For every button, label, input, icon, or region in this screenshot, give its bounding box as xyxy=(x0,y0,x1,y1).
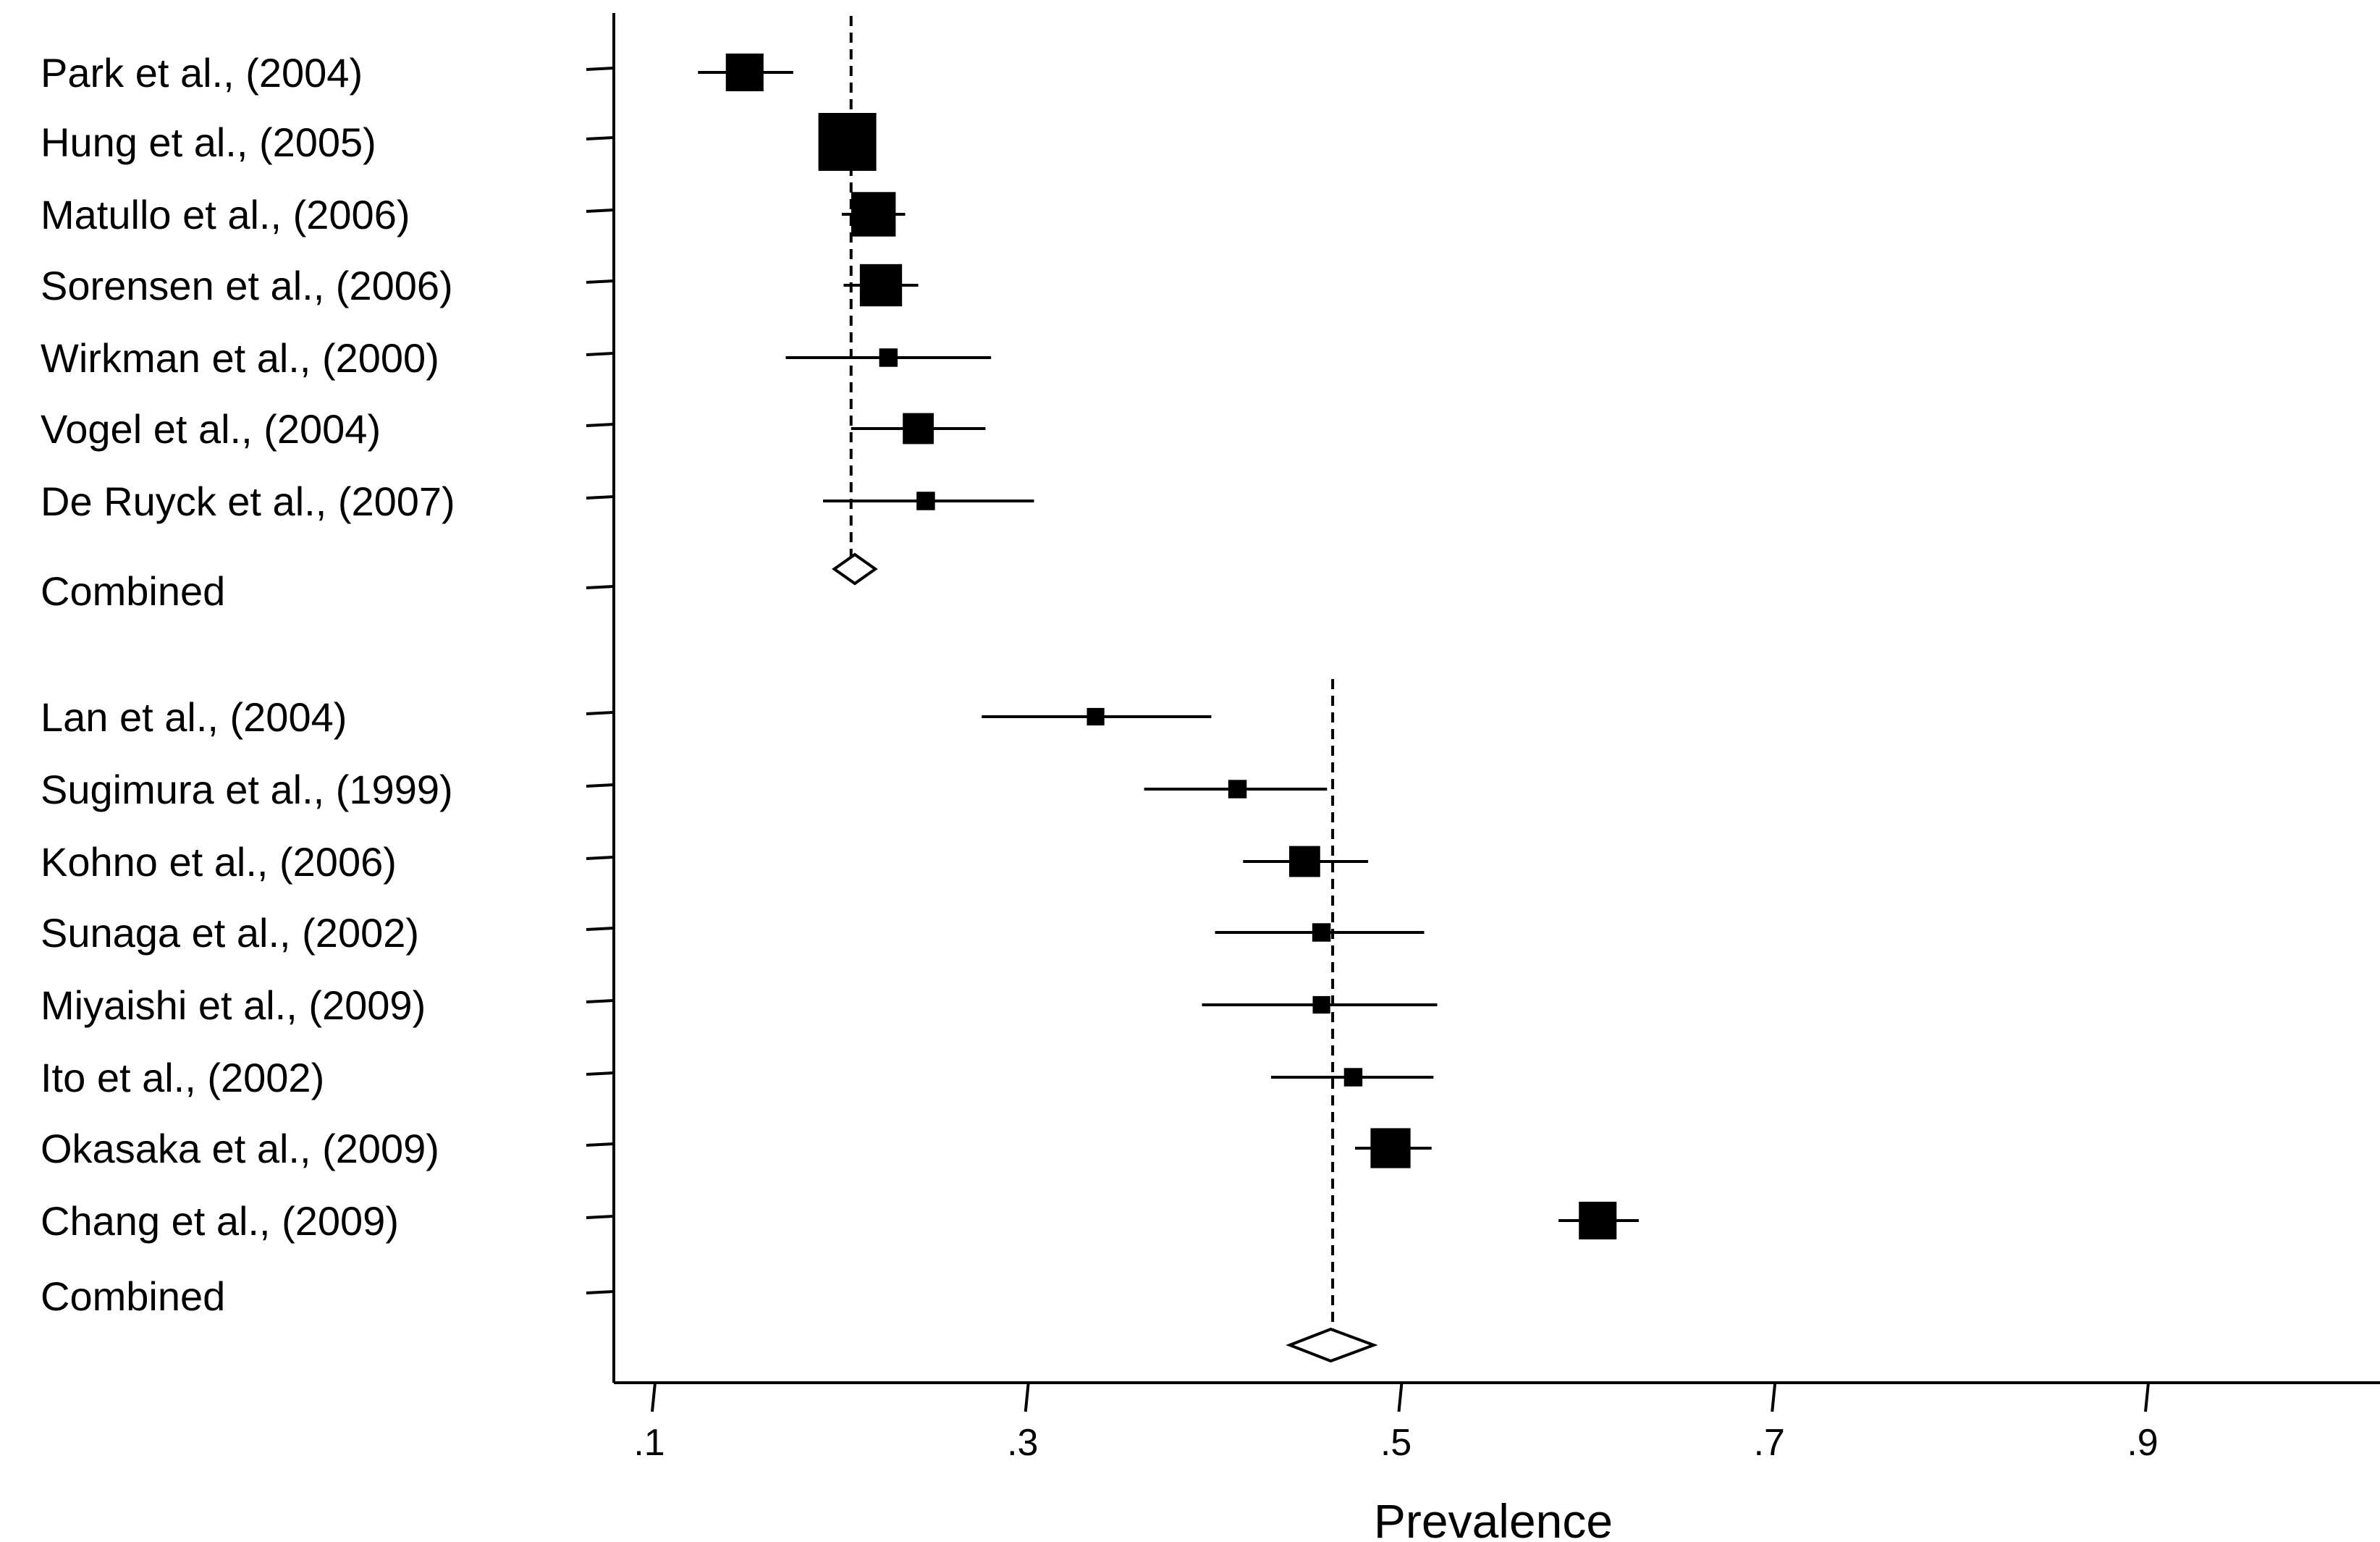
y-tick xyxy=(586,495,615,500)
point-estimate-square xyxy=(1312,923,1331,942)
x-tick-label: .1 xyxy=(633,1422,664,1464)
x-tick-label: .3 xyxy=(1007,1422,1038,1464)
point-estimate-square xyxy=(1579,1201,1617,1240)
y-tick xyxy=(586,711,615,715)
y-tick xyxy=(586,67,615,71)
point-estimate-square xyxy=(1086,707,1105,726)
pooled-reference-lines xyxy=(849,16,1335,1345)
point-estimate-square xyxy=(1289,846,1320,877)
study-label: Matullo et al., (2006) xyxy=(41,192,410,237)
point-estimate-square xyxy=(859,264,903,307)
study-label: Okasaka et al., (2009) xyxy=(41,1126,439,1171)
x-tick xyxy=(651,1382,657,1412)
study-label: Sugimura et al., (1999) xyxy=(41,767,453,812)
study-label: Miyaishi et al., (2009) xyxy=(41,982,426,1028)
x-tick-label: .7 xyxy=(1754,1422,1785,1464)
point-estimate-square xyxy=(818,113,877,171)
x-tick xyxy=(2144,1382,2150,1412)
study-label: De Ruyck et al., (2007) xyxy=(41,479,455,524)
study-label: Kohno et al., (2006) xyxy=(41,839,397,885)
x-tick xyxy=(1397,1382,1404,1412)
x-tick xyxy=(1771,1382,1777,1412)
point-estimate-square xyxy=(1228,780,1247,799)
study-label: Lan et al., (2004) xyxy=(41,694,347,740)
combined-diamond xyxy=(1286,1327,1378,1363)
study-label: Sorensen et al., (2006) xyxy=(41,263,453,308)
point-estimate-square xyxy=(879,348,898,367)
study-label: Vogel et al., (2004) xyxy=(41,406,381,452)
y-tick xyxy=(586,585,615,589)
study-label: Ito et al., (2002) xyxy=(41,1055,324,1100)
x-tick-label: .5 xyxy=(1380,1422,1411,1464)
study-label: Chang et al., (2009) xyxy=(41,1198,399,1244)
y-tick xyxy=(586,208,615,213)
study-label: Sunaga et al., (2002) xyxy=(41,910,419,956)
point-estimate-square xyxy=(916,492,935,510)
study-label: Hung et al., (2005) xyxy=(41,119,376,165)
study-label: Wirkman et al., (2000) xyxy=(41,335,439,381)
y-tick xyxy=(586,279,615,284)
y-tick xyxy=(586,136,615,140)
point-estimate-square xyxy=(851,192,896,237)
combined-label: Combined xyxy=(41,1273,225,1319)
combined-label: Combined xyxy=(41,568,225,614)
y-tick xyxy=(586,352,615,356)
combined-diamond xyxy=(832,552,878,586)
study-marks xyxy=(698,53,1640,1363)
y-tick xyxy=(586,856,615,860)
y-tick xyxy=(586,1215,615,1219)
y-tick xyxy=(586,1071,615,1076)
point-estimate-square xyxy=(1343,1068,1363,1087)
study-label: Park et al., (2004) xyxy=(41,50,363,96)
y-tick xyxy=(586,783,615,788)
point-estimate-square xyxy=(725,53,764,92)
y-tick xyxy=(586,927,615,931)
y-tick xyxy=(586,423,615,427)
y-tick xyxy=(586,1142,615,1147)
axes: .1 .3 .5 .7 .9 xyxy=(586,13,2380,1464)
point-estimate-square xyxy=(903,413,934,445)
y-tick xyxy=(586,1290,615,1294)
x-tick-label: .9 xyxy=(2127,1422,2158,1464)
x-tick xyxy=(1024,1382,1030,1412)
point-estimate-square xyxy=(1370,1128,1411,1168)
y-tick xyxy=(586,999,615,1003)
point-estimate-square xyxy=(1312,995,1330,1014)
x-axis-title: Prevalence xyxy=(1374,1494,1613,1542)
study-labels: Park et al., (2004) Hung et al., (2005) Ma… xyxy=(41,50,455,1319)
